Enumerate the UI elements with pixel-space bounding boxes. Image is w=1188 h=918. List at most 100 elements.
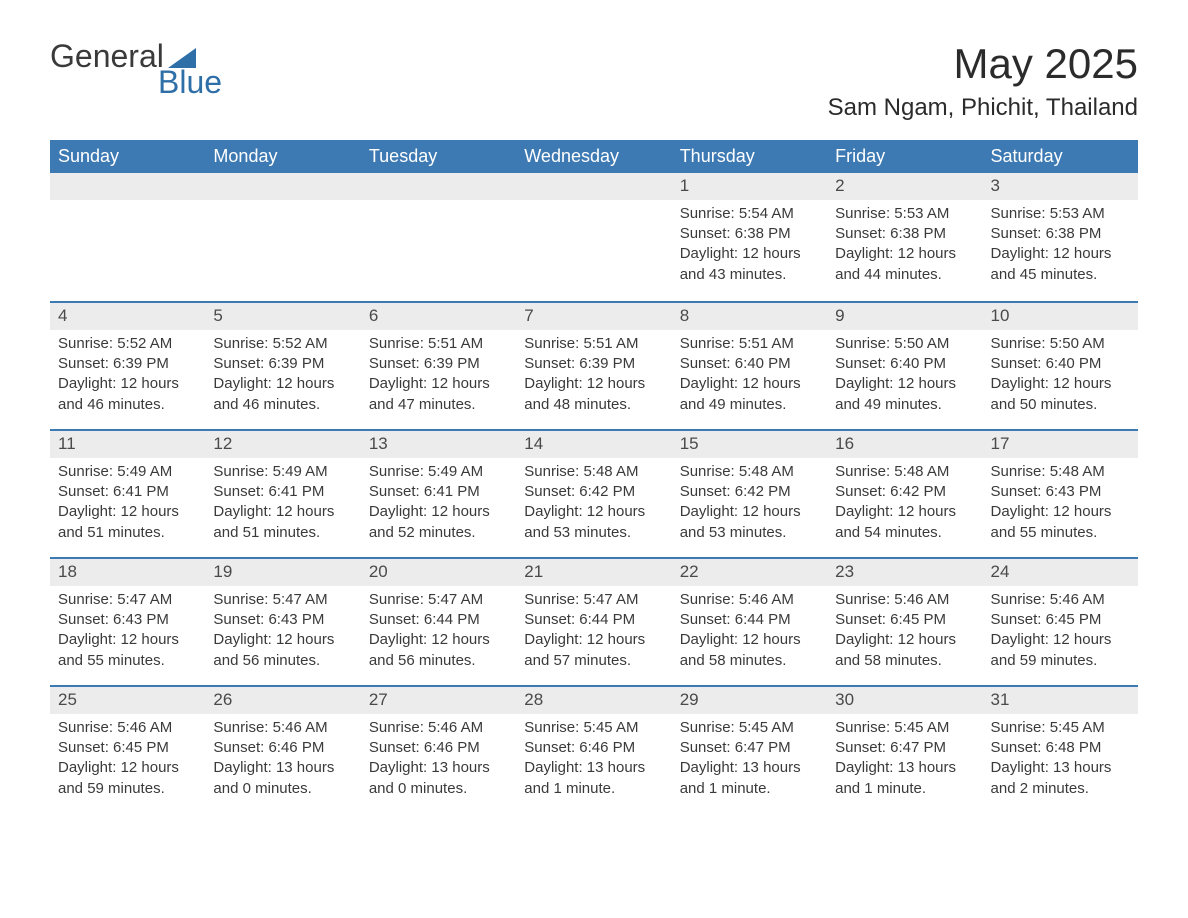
sunrise-line: Sunrise: 5:51 AM <box>524 334 663 354</box>
day-number: 4 <box>50 303 205 330</box>
sunset-line: Sunset: 6:39 PM <box>213 354 352 374</box>
daylight-line: Daylight: 12 hours and 49 minutes. <box>835 374 974 415</box>
logo: General Blue <box>50 40 222 98</box>
sunset-line: Sunset: 6:47 PM <box>835 738 974 758</box>
daylight-line: Daylight: 13 hours and 1 minute. <box>680 758 819 799</box>
title-block: May 2025 Sam Ngam, Phichit, Thailand <box>828 40 1138 122</box>
day-header: Saturday <box>983 140 1138 173</box>
day-body: Sunrise: 5:46 AMSunset: 6:45 PMDaylight:… <box>50 714 205 811</box>
day-cell: 15Sunrise: 5:48 AMSunset: 6:42 PMDayligh… <box>672 431 827 557</box>
day-body: Sunrise: 5:46 AMSunset: 6:44 PMDaylight:… <box>672 586 827 683</box>
day-body: Sunrise: 5:49 AMSunset: 6:41 PMDaylight:… <box>361 458 516 555</box>
sunrise-line: Sunrise: 5:54 AM <box>680 204 819 224</box>
sunset-line: Sunset: 6:46 PM <box>213 738 352 758</box>
day-cell: 12Sunrise: 5:49 AMSunset: 6:41 PMDayligh… <box>205 431 360 557</box>
sunset-line: Sunset: 6:43 PM <box>213 610 352 630</box>
day-number: 21 <box>516 559 671 586</box>
daylight-line: Daylight: 13 hours and 1 minute. <box>524 758 663 799</box>
day-number <box>361 173 516 200</box>
sunrise-line: Sunrise: 5:53 AM <box>835 204 974 224</box>
day-cell: 22Sunrise: 5:46 AMSunset: 6:44 PMDayligh… <box>672 559 827 685</box>
daylight-line: Daylight: 12 hours and 48 minutes. <box>524 374 663 415</box>
day-body: Sunrise: 5:45 AMSunset: 6:46 PMDaylight:… <box>516 714 671 811</box>
day-cell: 23Sunrise: 5:46 AMSunset: 6:45 PMDayligh… <box>827 559 982 685</box>
day-number: 23 <box>827 559 982 586</box>
sunrise-line: Sunrise: 5:48 AM <box>680 462 819 482</box>
sunrise-line: Sunrise: 5:53 AM <box>991 204 1130 224</box>
day-body: Sunrise: 5:49 AMSunset: 6:41 PMDaylight:… <box>50 458 205 555</box>
month-title: May 2025 <box>828 40 1138 88</box>
sunrise-line: Sunrise: 5:46 AM <box>991 590 1130 610</box>
day-number: 10 <box>983 303 1138 330</box>
day-body: Sunrise: 5:45 AMSunset: 6:47 PMDaylight:… <box>827 714 982 811</box>
week-row: 18Sunrise: 5:47 AMSunset: 6:43 PMDayligh… <box>50 557 1138 685</box>
sunset-line: Sunset: 6:39 PM <box>524 354 663 374</box>
sunset-line: Sunset: 6:42 PM <box>835 482 974 502</box>
logo-word1: General <box>50 40 164 72</box>
day-number: 11 <box>50 431 205 458</box>
daylight-line: Daylight: 13 hours and 2 minutes. <box>991 758 1130 799</box>
day-cell <box>50 173 205 301</box>
day-number: 8 <box>672 303 827 330</box>
daylight-line: Daylight: 12 hours and 58 minutes. <box>680 630 819 671</box>
sunset-line: Sunset: 6:40 PM <box>835 354 974 374</box>
sunset-line: Sunset: 6:38 PM <box>835 224 974 244</box>
sunset-line: Sunset: 6:45 PM <box>58 738 197 758</box>
sunrise-line: Sunrise: 5:52 AM <box>58 334 197 354</box>
calendar: SundayMondayTuesdayWednesdayThursdayFrid… <box>50 140 1138 813</box>
logo-word2: Blue <box>158 66 222 98</box>
sunset-line: Sunset: 6:40 PM <box>680 354 819 374</box>
day-number: 3 <box>983 173 1138 200</box>
daylight-line: Daylight: 12 hours and 43 minutes. <box>680 244 819 285</box>
day-cell: 16Sunrise: 5:48 AMSunset: 6:42 PMDayligh… <box>827 431 982 557</box>
day-header: Sunday <box>50 140 205 173</box>
sunset-line: Sunset: 6:42 PM <box>680 482 819 502</box>
day-cell: 26Sunrise: 5:46 AMSunset: 6:46 PMDayligh… <box>205 687 360 813</box>
header: General Blue May 2025 Sam Ngam, Phichit,… <box>50 40 1138 122</box>
daylight-line: Daylight: 12 hours and 59 minutes. <box>58 758 197 799</box>
daylight-line: Daylight: 12 hours and 57 minutes. <box>524 630 663 671</box>
sunset-line: Sunset: 6:41 PM <box>213 482 352 502</box>
daylight-line: Daylight: 12 hours and 51 minutes. <box>58 502 197 543</box>
day-body: Sunrise: 5:47 AMSunset: 6:44 PMDaylight:… <box>516 586 671 683</box>
daylight-line: Daylight: 12 hours and 55 minutes. <box>991 502 1130 543</box>
daylight-line: Daylight: 12 hours and 56 minutes. <box>213 630 352 671</box>
day-cell: 19Sunrise: 5:47 AMSunset: 6:43 PMDayligh… <box>205 559 360 685</box>
day-cell <box>361 173 516 301</box>
sunset-line: Sunset: 6:44 PM <box>680 610 819 630</box>
sunrise-line: Sunrise: 5:52 AM <box>213 334 352 354</box>
day-cell: 31Sunrise: 5:45 AMSunset: 6:48 PMDayligh… <box>983 687 1138 813</box>
day-body: Sunrise: 5:46 AMSunset: 6:46 PMDaylight:… <box>361 714 516 811</box>
day-cell: 5Sunrise: 5:52 AMSunset: 6:39 PMDaylight… <box>205 303 360 429</box>
daylight-line: Daylight: 12 hours and 54 minutes. <box>835 502 974 543</box>
day-header: Friday <box>827 140 982 173</box>
day-body: Sunrise: 5:48 AMSunset: 6:42 PMDaylight:… <box>672 458 827 555</box>
day-cell: 18Sunrise: 5:47 AMSunset: 6:43 PMDayligh… <box>50 559 205 685</box>
day-cell: 27Sunrise: 5:46 AMSunset: 6:46 PMDayligh… <box>361 687 516 813</box>
sunrise-line: Sunrise: 5:45 AM <box>524 718 663 738</box>
day-number: 1 <box>672 173 827 200</box>
day-body: Sunrise: 5:45 AMSunset: 6:48 PMDaylight:… <box>983 714 1138 811</box>
day-cell: 21Sunrise: 5:47 AMSunset: 6:44 PMDayligh… <box>516 559 671 685</box>
day-body: Sunrise: 5:54 AMSunset: 6:38 PMDaylight:… <box>672 200 827 297</box>
daylight-line: Daylight: 13 hours and 0 minutes. <box>213 758 352 799</box>
day-cell: 4Sunrise: 5:52 AMSunset: 6:39 PMDaylight… <box>50 303 205 429</box>
day-cell: 28Sunrise: 5:45 AMSunset: 6:46 PMDayligh… <box>516 687 671 813</box>
day-number: 25 <box>50 687 205 714</box>
day-number: 14 <box>516 431 671 458</box>
day-cell: 13Sunrise: 5:49 AMSunset: 6:41 PMDayligh… <box>361 431 516 557</box>
day-cell: 14Sunrise: 5:48 AMSunset: 6:42 PMDayligh… <box>516 431 671 557</box>
sunset-line: Sunset: 6:38 PM <box>680 224 819 244</box>
daylight-line: Daylight: 12 hours and 47 minutes. <box>369 374 508 415</box>
sunrise-line: Sunrise: 5:48 AM <box>524 462 663 482</box>
week-row: 25Sunrise: 5:46 AMSunset: 6:45 PMDayligh… <box>50 685 1138 813</box>
sunrise-line: Sunrise: 5:45 AM <box>835 718 974 738</box>
day-body: Sunrise: 5:48 AMSunset: 6:42 PMDaylight:… <box>516 458 671 555</box>
day-number: 22 <box>672 559 827 586</box>
daylight-line: Daylight: 12 hours and 46 minutes. <box>213 374 352 415</box>
day-header: Monday <box>205 140 360 173</box>
sunrise-line: Sunrise: 5:51 AM <box>680 334 819 354</box>
sunrise-line: Sunrise: 5:47 AM <box>213 590 352 610</box>
day-number: 26 <box>205 687 360 714</box>
day-body: Sunrise: 5:46 AMSunset: 6:45 PMDaylight:… <box>983 586 1138 683</box>
